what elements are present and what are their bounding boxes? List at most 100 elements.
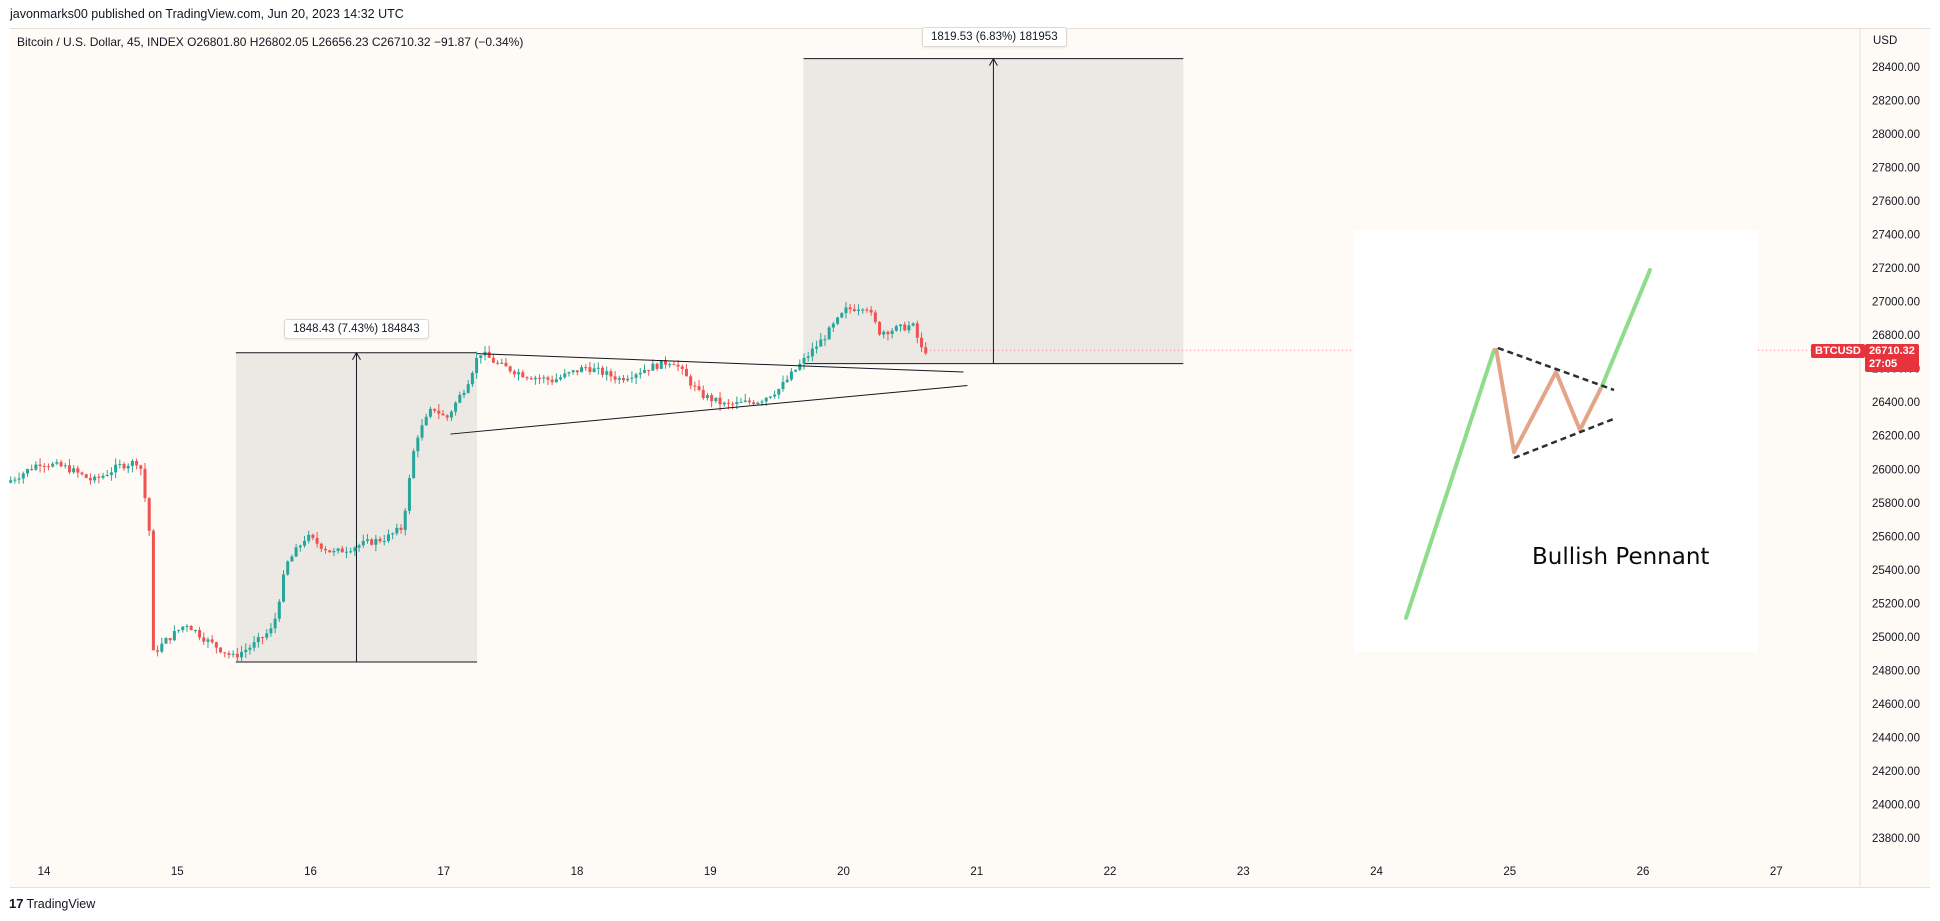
time-tick-label: 14 <box>38 866 51 878</box>
candle-up <box>475 358 479 373</box>
candle-up <box>462 392 466 395</box>
candle-down <box>718 397 722 405</box>
candle-down <box>214 642 218 648</box>
candle-up <box>819 339 823 347</box>
candle-up <box>118 464 122 466</box>
candle-down <box>697 386 701 390</box>
price-tick-label: 27400.00 <box>1872 230 1920 242</box>
candle-up <box>764 397 768 402</box>
candle-up <box>51 463 55 467</box>
candle-up <box>470 372 474 385</box>
candle-down <box>550 379 554 383</box>
candle-down <box>399 527 403 530</box>
price-tick-label: 26400.00 <box>1872 397 1920 409</box>
candle-up <box>894 326 898 331</box>
candle-down <box>227 653 231 655</box>
candle-up <box>336 548 340 551</box>
candle-up <box>303 540 307 546</box>
time-tick-label: 27 <box>1770 866 1783 878</box>
time-tick-label: 16 <box>304 866 317 878</box>
measure-label-first[interactable]: 1848.43 (7.43%) 184843 <box>284 319 429 339</box>
candle-up <box>861 309 865 311</box>
candle-up <box>592 368 596 373</box>
candle-up <box>760 401 764 403</box>
candle-up <box>357 545 361 548</box>
candle-up <box>567 372 571 374</box>
candle-down <box>546 377 550 380</box>
candle-up <box>781 381 785 390</box>
candle-up <box>651 363 655 371</box>
candle-down <box>613 376 617 380</box>
candle-up <box>802 357 806 364</box>
candle-down <box>676 364 680 367</box>
candle-down <box>584 367 588 369</box>
candle-up <box>395 527 399 534</box>
price-tick-label: 24800.00 <box>1872 665 1920 677</box>
pennant-lower-boundary <box>1513 416 1617 460</box>
candle-down <box>219 647 223 653</box>
candle-up <box>172 631 176 641</box>
price-range-arrow-head <box>988 57 998 66</box>
candle-up <box>416 437 420 452</box>
candle-up <box>177 630 181 632</box>
candle-down <box>370 539 374 545</box>
currency-label: USD <box>1873 35 1898 47</box>
candle-down <box>223 652 227 654</box>
candle-up <box>714 397 718 402</box>
candle-up <box>428 408 432 417</box>
candle-down <box>915 323 919 338</box>
candle-up <box>307 534 311 541</box>
price-axis: 28400.00 28200.00 28000.00 27800.00 27600.00… <box>1872 62 1920 845</box>
candle-up <box>449 411 453 418</box>
candle-up <box>831 323 835 328</box>
time-tick-label: 21 <box>970 866 983 878</box>
candle-up <box>269 628 273 634</box>
current-price-tag: BTCUSD 26710.32 27:05 <box>1811 344 1927 373</box>
candle-up <box>517 372 521 375</box>
candle-up <box>827 327 831 340</box>
footer-brand[interactable]: 17 TradingView <box>9 896 95 911</box>
tradingview-logo-icon: 17 <box>9 896 24 911</box>
candle-down <box>261 637 265 639</box>
measure-label-second[interactable]: 1819.53 (6.83%) 181953 <box>922 27 1067 47</box>
candle-down <box>869 309 873 313</box>
price-tag-value: 26710.32 27:05 <box>1865 344 1919 372</box>
candle-up <box>164 638 168 644</box>
time-tick-label: 19 <box>704 866 717 878</box>
candle-down <box>143 468 147 499</box>
candle-up <box>533 377 537 380</box>
candle-up <box>412 451 416 479</box>
candle-up <box>815 346 819 349</box>
candle-up <box>642 370 646 373</box>
candle-up <box>17 478 21 480</box>
candle-down <box>512 371 516 375</box>
candle-down <box>189 625 193 631</box>
candle-up <box>361 540 365 546</box>
candle-down <box>575 370 579 373</box>
candle-up <box>403 510 407 530</box>
candle-down <box>710 395 714 402</box>
candle-up <box>72 468 76 473</box>
candle-up <box>193 630 197 632</box>
candle-up <box>109 472 113 475</box>
price-tick-label: 28000.00 <box>1872 129 1920 141</box>
time-tick-label: 24 <box>1370 866 1383 878</box>
candle-up <box>659 360 663 369</box>
candle-down <box>672 364 676 366</box>
candle-down <box>151 530 155 651</box>
candle-down <box>340 548 344 553</box>
candle-down <box>88 477 92 481</box>
price-tag-price: 26710.32 <box>1869 345 1915 357</box>
candle-up <box>407 478 411 511</box>
candle-up <box>21 473 25 479</box>
candle-up <box>130 460 134 466</box>
candle-up <box>563 373 567 378</box>
time-axis: 14 15 16 17 18 19 20 21 22 23 24 25 26 27 <box>38 866 1783 878</box>
price-tick-label: 25400.00 <box>1872 565 1920 577</box>
inset-title: Bullish Pennant <box>1532 544 1710 570</box>
candle-down <box>122 464 126 469</box>
candle-up <box>344 551 348 553</box>
candle-up <box>777 389 781 395</box>
candle-up <box>840 313 844 318</box>
